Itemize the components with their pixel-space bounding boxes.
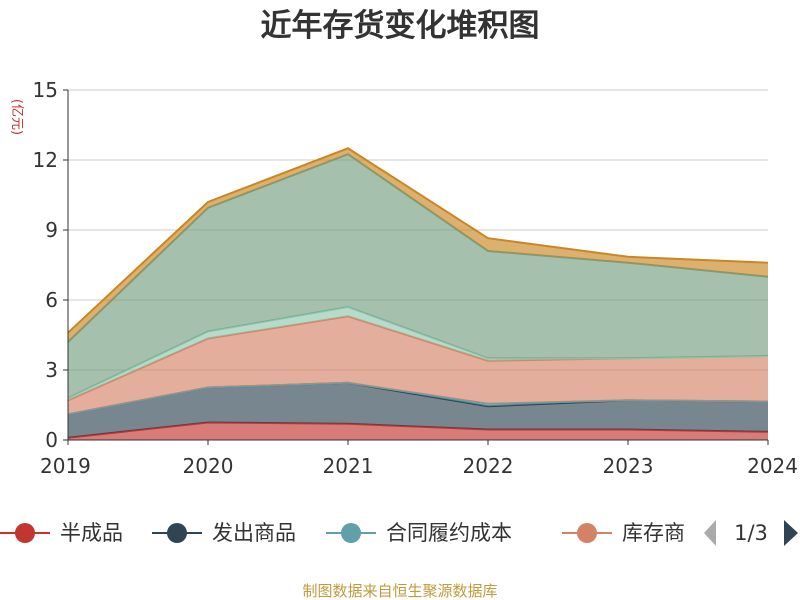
y-tick-label: 0	[45, 428, 58, 452]
x-tick-label: 2021	[323, 454, 374, 478]
legend-label: 发出商品	[212, 521, 296, 545]
legend-prev-page-icon[interactable]	[704, 520, 716, 546]
area-半成品	[68, 422, 768, 440]
legend-marker	[167, 523, 187, 543]
legend-label: 合同履约成本	[386, 521, 512, 545]
area-原材料	[68, 307, 768, 401]
y-tick-label: 6	[45, 288, 58, 312]
data-source-note: 制图数据来自恒生聚源数据库	[302, 582, 497, 600]
legend-page-indicator: 1/3	[734, 521, 768, 545]
stacked-areas	[67, 147, 769, 440]
legend: 1/3 半成品 发出商品 合同履约成本 库存商	[0, 520, 798, 546]
legend-label: 库存商	[622, 521, 685, 545]
y-tick-label: 3	[45, 358, 58, 382]
legend-item[interactable]: 合同履约成本	[326, 521, 512, 545]
y-axis-unit: (亿元)	[9, 99, 24, 135]
y-tick-label: 9	[45, 218, 58, 242]
x-tick-label: 2022	[463, 454, 514, 478]
axes: 0 3 6 9 12 15 2019 2020 2021 2022 2023 2024	[33, 78, 798, 478]
legend-marker	[341, 523, 361, 543]
legend-item[interactable]: 发出商品	[152, 521, 296, 545]
area-edge-其他	[67, 147, 769, 334]
legend-item[interactable]: 库存商	[562, 521, 685, 545]
legend-label: 半成品	[60, 521, 123, 545]
chart-title: 近年存货变化堆积图	[261, 8, 540, 44]
legend-marker	[577, 523, 597, 543]
y-tick-label: 15	[33, 78, 58, 102]
area-在产品	[68, 154, 768, 398]
legend-next-page-icon[interactable]	[784, 520, 798, 546]
area-发出商品	[68, 382, 768, 438]
legend-marker	[15, 523, 35, 543]
area-库存商品	[68, 316, 768, 415]
x-tick-label: 2023	[603, 454, 654, 478]
x-tick-label: 2019	[40, 454, 91, 478]
x-tick-label: 2020	[183, 454, 234, 478]
legend-item[interactable]: 半成品	[0, 521, 123, 545]
x-tick-label: 2024	[747, 454, 798, 478]
y-tick-label: 12	[33, 148, 58, 172]
